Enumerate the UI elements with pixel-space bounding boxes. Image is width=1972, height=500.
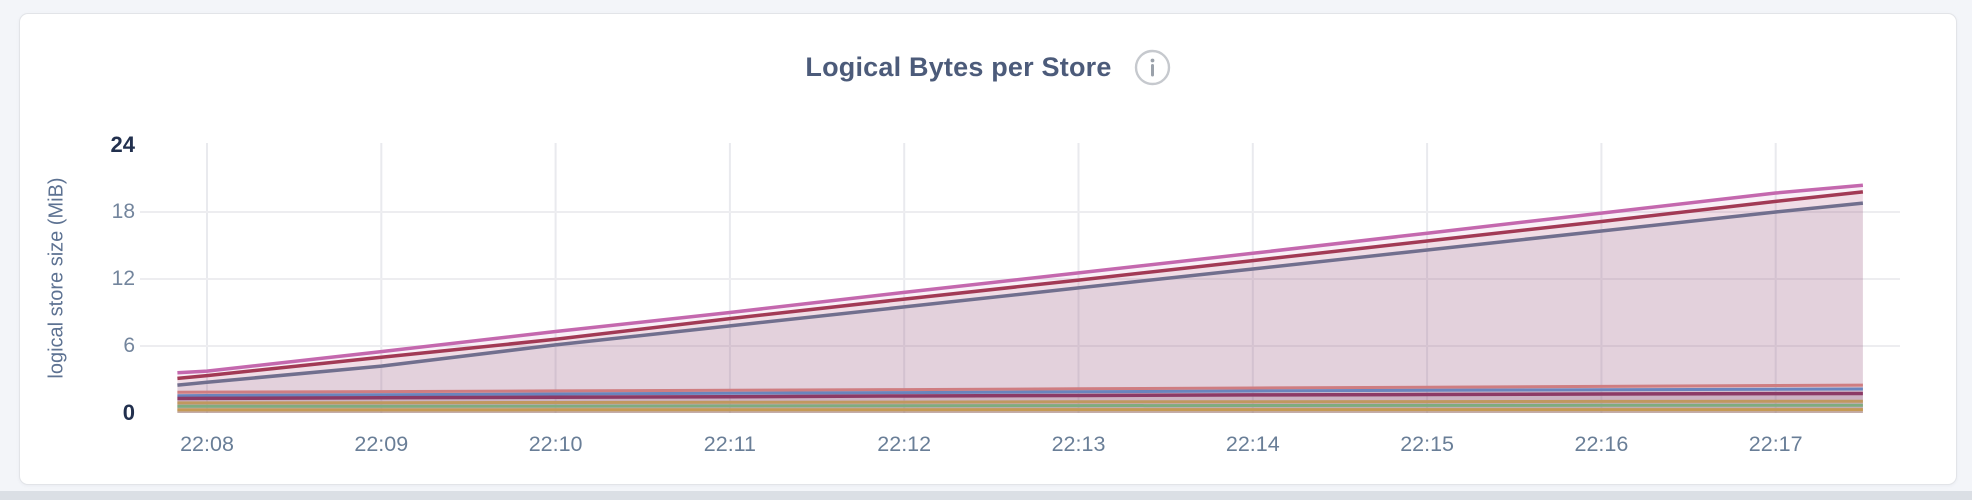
x-tick-label: 22:11 — [703, 432, 756, 456]
x-tick-label: 22:13 — [1051, 432, 1106, 456]
x-tick-label: 22:12 — [877, 432, 932, 456]
y-tick-label: 12 — [111, 267, 135, 290]
x-tick-label: 22:16 — [1574, 432, 1629, 456]
x-tick-label: 22:10 — [528, 432, 583, 456]
y-axis-title: logical store size (MiB) — [45, 177, 68, 379]
chart-title: Logical Bytes per Store — [805, 51, 1112, 82]
line-series-8-green — [177, 403, 1863, 408]
x-tick-label: 22:15 — [1400, 432, 1454, 456]
line-series-5-blue — [177, 387, 1863, 398]
line-series-4-salmon — [177, 383, 1863, 394]
page-bottom-edge — [0, 491, 1972, 500]
line-series-1-orchid — [177, 183, 1864, 375]
line-series-3-slate — [177, 201, 1864, 387]
info-icon[interactable] — [1134, 49, 1171, 86]
line-series-6-magenta — [177, 391, 1863, 401]
x-tick-label: 22:08 — [180, 432, 234, 456]
line-series-7-tan — [177, 399, 1863, 405]
chart-header: Logical Bytes per Store — [20, 47, 1956, 87]
x-tick-label: 22:09 — [354, 432, 409, 456]
y-tick-label: 24 — [110, 132, 135, 157]
area-series-3-slate — [177, 203, 1863, 413]
x-tick-label: 22:14 — [1225, 432, 1280, 456]
x-tick-label: 22:17 — [1748, 432, 1803, 456]
line-series-2-crimson — [177, 190, 1864, 381]
y-tick-label: 6 — [123, 334, 135, 357]
area-series-1-orchid — [177, 185, 1863, 413]
y-tick-label: 18 — [111, 200, 135, 223]
y-tick-label: 0 — [122, 400, 135, 425]
